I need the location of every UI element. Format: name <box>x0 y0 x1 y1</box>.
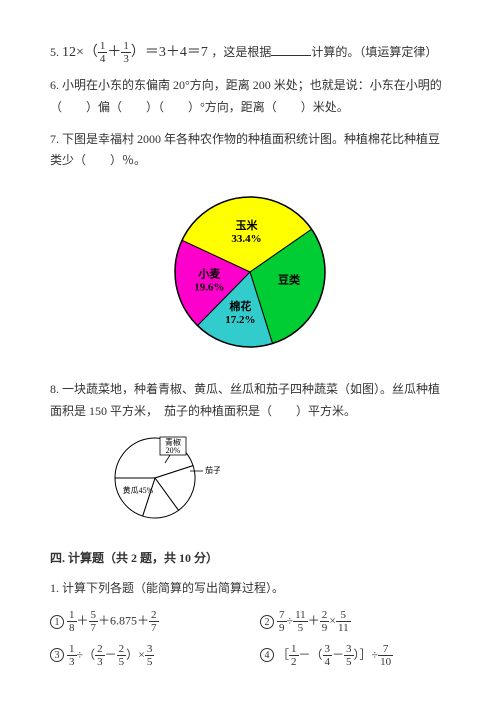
svg-text:棉花: 棉花 <box>229 299 251 313</box>
pie2-svg: 青椒20%茄子黄瓜45% <box>110 433 220 523</box>
blank <box>271 42 311 56</box>
section-4-q1: 1. 计算下列各题（能简算的写出简算过程）。 <box>50 578 450 600</box>
pie-chart-crops: 玉米33.4% 豆类棉花17.2% 小麦19.6% <box>50 187 450 365</box>
fraction: 27 <box>149 609 159 634</box>
svg-text:19.6%: 19.6% <box>194 281 224 293</box>
fraction: 57 <box>89 609 99 634</box>
fraction: 710 <box>378 643 393 668</box>
fraction: 115 <box>293 609 308 634</box>
svg-text:17.2%: 17.2% <box>225 314 255 326</box>
question-5: 5. 12×（14＋13）＝3＋4＝7 ，这是根据计算的。（填运算定律） <box>50 40 450 65</box>
q5-num: 5. <box>50 45 59 59</box>
fraction: 34 <box>323 643 333 668</box>
q5-frac2: 13 <box>121 40 131 65</box>
circled-number: 3 <box>50 648 64 662</box>
fraction: 25 <box>117 643 127 668</box>
fraction: 511 <box>336 609 351 634</box>
fraction: 13 <box>67 643 77 668</box>
calc-item: 4［12－（34－35）］÷710 <box>260 643 450 668</box>
q5-prefix: 12×（ <box>62 45 98 60</box>
circled-number: 4 <box>260 648 274 662</box>
svg-text:20%: 20% <box>166 446 181 455</box>
fraction: 23 <box>95 643 105 668</box>
calc-item: 279÷115＋29×511 <box>260 609 450 634</box>
question-6: 6. 小明在小东的东偏南 20°方向，距离 200 米处；也就是说：小东在小明的… <box>50 75 450 118</box>
pie-chart-vegetables: 青椒20%茄子黄瓜45% <box>110 433 450 531</box>
fraction: 29 <box>320 609 330 634</box>
svg-text:黄瓜45%: 黄瓜45% <box>123 485 154 495</box>
svg-text:小麦: 小麦 <box>197 266 221 280</box>
svg-text:33.4%: 33.4% <box>231 233 261 245</box>
question-7: 7. 下图是幸福村 2000 年各种农作物的种植面积统计图。种植棉花比种植豆类少… <box>50 129 450 172</box>
svg-text:玉米: 玉米 <box>235 218 258 232</box>
section-4-title: 四. 计算题（共 2 题，共 10 分） <box>50 548 450 570</box>
fraction: 79 <box>277 609 287 634</box>
q5-frac1: 14 <box>98 40 108 65</box>
svg-text:茄子: 茄子 <box>205 465 220 475</box>
question-8: 8. 一块蔬菜地，种着青椒、黄瓜、丝瓜和茄子四种蔬菜（如图）。丝瓜种植面积是 1… <box>50 379 450 422</box>
calc-grid: 118＋57＋6.875＋27 279÷115＋29×511 313÷（23－25）… <box>50 609 450 667</box>
calc-item: 118＋57＋6.875＋27 <box>50 609 240 634</box>
fraction: 18 <box>67 609 77 634</box>
fraction: 12 <box>289 643 299 668</box>
svg-text:豆类: 豆类 <box>278 272 301 286</box>
calc-item: 313÷（23－25）×35 <box>50 643 240 668</box>
circled-number: 2 <box>260 615 274 629</box>
circled-number: 1 <box>50 615 64 629</box>
fraction: 35 <box>344 643 354 668</box>
pie1-svg: 玉米33.4% 豆类棉花17.2% 小麦19.6% <box>165 187 335 357</box>
fraction: 35 <box>145 643 155 668</box>
